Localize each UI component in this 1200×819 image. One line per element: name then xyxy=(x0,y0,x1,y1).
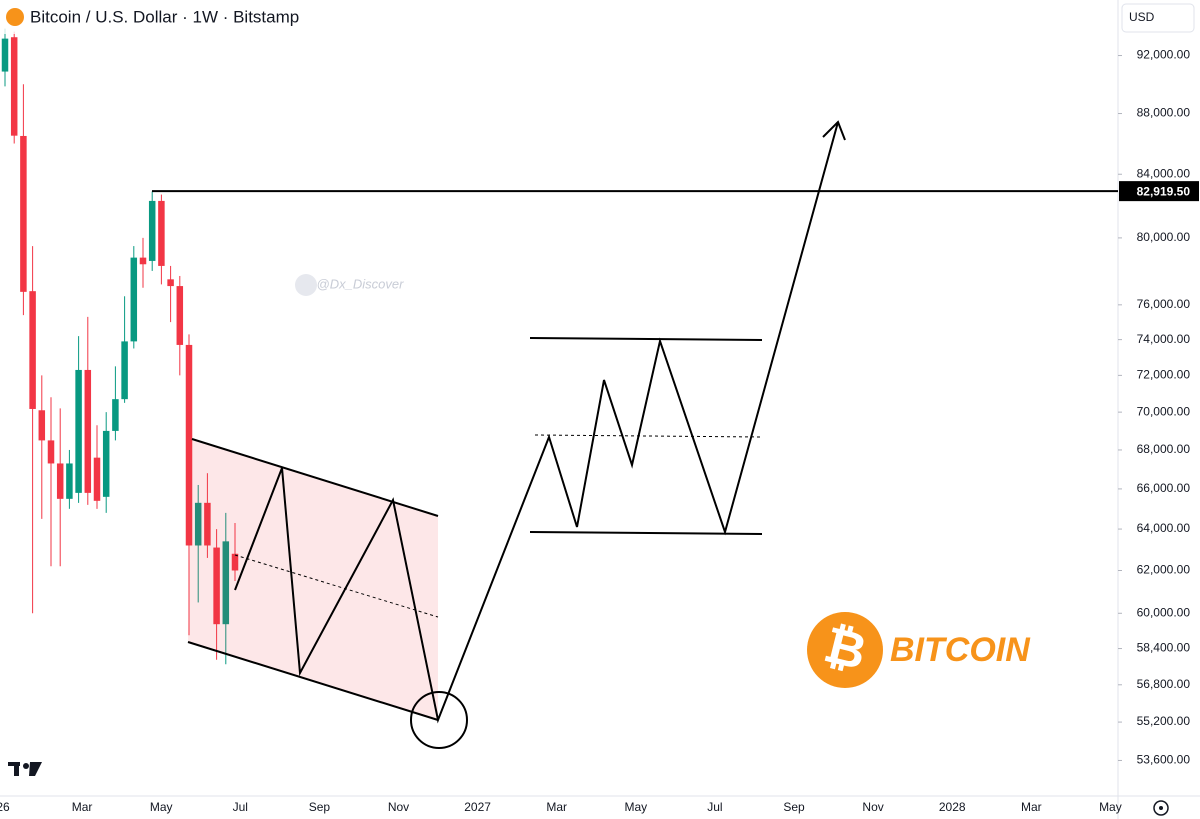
candle-body xyxy=(56,463,64,499)
range-bottom xyxy=(529,531,763,535)
candle-body xyxy=(20,135,27,292)
header-title[interactable]: Bitcoin / U.S. Dollar · 1W · Bitstamp xyxy=(30,7,299,26)
watermark: @Dx_Discover xyxy=(317,276,405,291)
y-tick-label: 58,400.00 xyxy=(1137,641,1191,655)
candle-body xyxy=(112,399,119,431)
price-label-bg xyxy=(1119,181,1199,202)
channel-top xyxy=(191,438,439,517)
bitcoin-logo xyxy=(807,612,883,688)
candle-body xyxy=(66,463,73,499)
channel-bottom xyxy=(187,641,439,721)
candle-body xyxy=(148,200,156,261)
candle-body xyxy=(38,410,46,441)
y-tick-label: 70,000.00 xyxy=(1137,404,1191,418)
candle-body xyxy=(204,502,211,546)
candle-body xyxy=(47,440,55,464)
x-tick-label: Mar xyxy=(546,800,567,814)
candle-body xyxy=(130,257,138,342)
y-tick-label: 55,200.00 xyxy=(1137,714,1191,728)
settings-dot xyxy=(1159,806,1163,810)
arrow-head xyxy=(822,120,846,141)
y-tick-label: 88,000.00 xyxy=(1137,106,1191,120)
y-tick-label: 84,000.00 xyxy=(1137,166,1191,180)
price-label: 82,919.50 xyxy=(1137,184,1191,198)
candle-body xyxy=(176,286,184,345)
candle-body xyxy=(102,430,110,497)
y-tick-label: 80,000.00 xyxy=(1137,230,1191,244)
y-tick-label: 72,000.00 xyxy=(1137,368,1191,382)
candle-body xyxy=(84,369,92,493)
logo-text: BITCOIN xyxy=(890,631,1031,669)
candle-body xyxy=(213,547,220,625)
range-mid xyxy=(534,434,763,438)
candle-body xyxy=(121,341,128,400)
candle-body xyxy=(222,541,230,625)
y-tick-label: 76,000.00 xyxy=(1137,297,1191,311)
y-tick-label: 60,000.00 xyxy=(1137,605,1191,619)
x-tick-label: 2027 xyxy=(464,800,491,814)
drawings xyxy=(187,120,846,749)
candle-body xyxy=(231,553,239,571)
y-tick-label: 66,000.00 xyxy=(1137,481,1191,495)
x-tick-label: Sep xyxy=(783,800,805,814)
x-tick-label: May xyxy=(150,800,173,814)
candle-body xyxy=(10,37,18,136)
x-tick-label: May xyxy=(624,800,647,814)
tv-logo xyxy=(8,762,42,776)
candle-body xyxy=(29,291,36,409)
y-tick-label: 62,000.00 xyxy=(1137,563,1191,577)
candle-body xyxy=(1,38,9,72)
candle-body xyxy=(75,369,82,493)
candle-body xyxy=(185,344,193,546)
x-tick-label: Jul xyxy=(233,800,248,814)
y-tick-label: 56,800.00 xyxy=(1137,677,1191,691)
watermark-icon xyxy=(295,274,317,296)
y-tick-label: 53,600.00 xyxy=(1137,753,1191,767)
bottom-circle xyxy=(410,691,468,749)
x-tick-label: Jul xyxy=(707,800,722,814)
projection-path xyxy=(234,121,839,724)
candle-body xyxy=(158,200,165,266)
y-tick-label: 92,000.00 xyxy=(1137,48,1191,62)
settings-icon[interactable] xyxy=(1153,800,1169,816)
candle-body xyxy=(167,279,174,287)
x-tick-label: Mar xyxy=(1021,800,1042,814)
symbol-icon xyxy=(6,8,24,26)
currency[interactable]: USD xyxy=(1129,10,1155,24)
x-tick-label: 26 xyxy=(0,800,10,814)
y-tick-label: 64,000.00 xyxy=(1137,521,1191,535)
plot xyxy=(1,28,239,665)
y-tick-label: 68,000.00 xyxy=(1137,442,1191,456)
x-tick-label: Nov xyxy=(388,800,409,814)
candle-body xyxy=(139,257,147,265)
y-tick-label: 74,000.00 xyxy=(1137,332,1191,346)
x-tick-label: May xyxy=(1099,800,1122,814)
x-tick-label: 2028 xyxy=(939,800,966,814)
currency-button[interactable] xyxy=(1121,3,1195,33)
x-tick-label: Mar xyxy=(72,800,93,814)
channel-fill xyxy=(188,439,438,720)
range-top xyxy=(529,337,763,341)
x-tick-label: Nov xyxy=(862,800,883,814)
candle-body xyxy=(93,457,101,501)
channel-mid xyxy=(234,554,439,618)
header-bg xyxy=(0,0,420,34)
x-tick-label: Sep xyxy=(309,800,331,814)
candle-body xyxy=(194,502,202,546)
